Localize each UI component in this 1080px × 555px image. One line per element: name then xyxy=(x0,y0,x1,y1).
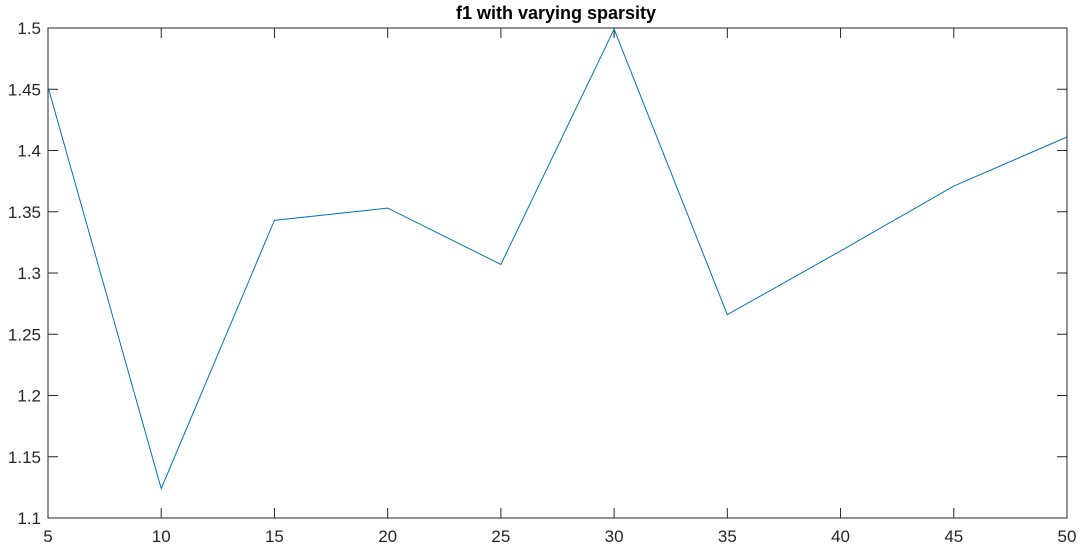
x-tick-label: 20 xyxy=(378,527,397,546)
x-tick-label: 40 xyxy=(831,527,850,546)
y-tick-label: 1.5 xyxy=(17,19,41,38)
y-tick-label: 1.3 xyxy=(17,264,41,283)
y-tick-label: 1.15 xyxy=(8,448,41,467)
x-tick-label: 5 xyxy=(43,527,52,546)
x-tick-label: 50 xyxy=(1058,527,1077,546)
y-tick-label: 1.4 xyxy=(17,142,41,161)
x-tick-label: 10 xyxy=(152,527,171,546)
x-tick-label: 15 xyxy=(265,527,284,546)
x-tick-label: 35 xyxy=(718,527,737,546)
plot-area xyxy=(48,28,1067,518)
y-tick-label: 1.1 xyxy=(17,509,41,528)
y-tick-label: 1.25 xyxy=(8,325,41,344)
chart-title: f1 with varying sparsity xyxy=(456,3,656,23)
y-tick-label: 1.45 xyxy=(8,80,41,99)
y-tick-label: 1.35 xyxy=(8,203,41,222)
x-tick-label: 25 xyxy=(491,527,510,546)
x-tick-label: 45 xyxy=(944,527,963,546)
y-tick-label: 1.2 xyxy=(17,387,41,406)
x-tick-label: 30 xyxy=(605,527,624,546)
